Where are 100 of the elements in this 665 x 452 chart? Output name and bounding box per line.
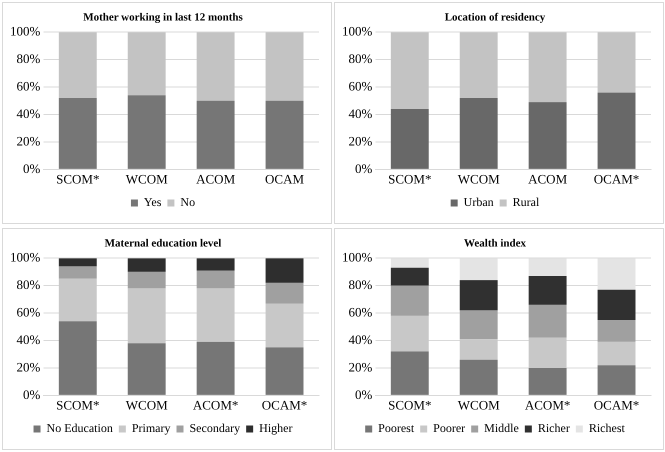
bar — [598, 32, 636, 93]
y-tick-label: 80% — [348, 51, 372, 66]
bar — [528, 368, 567, 395]
chart-title: Maternal education level — [104, 237, 222, 250]
bar — [128, 258, 166, 272]
bar — [528, 304, 567, 338]
bar — [598, 320, 636, 342]
bar — [460, 360, 498, 395]
legend-label: Rural — [512, 195, 540, 210]
y-tick-label: 80% — [348, 277, 372, 292]
bar — [196, 342, 235, 395]
y-tick-label: 100% — [342, 24, 372, 39]
y-tick-label: 100% — [10, 24, 40, 39]
y-tick-label: 20% — [16, 133, 40, 148]
y-tick-label: 20% — [16, 359, 40, 374]
y-tick-label: 40% — [16, 106, 40, 121]
legend-label: Yes — [144, 195, 162, 210]
x-tick-label: WCOM — [458, 172, 500, 187]
x-tick-label: OCAM* — [262, 398, 308, 413]
bar — [390, 286, 429, 316]
bar — [266, 100, 304, 169]
legend-label: No — [180, 195, 196, 210]
y-tick-label: 0% — [22, 386, 40, 402]
bar — [196, 258, 235, 271]
bar — [460, 98, 498, 169]
bar — [266, 32, 304, 101]
y-tick-label: 0% — [354, 386, 372, 402]
y-tick-label: 0% — [354, 160, 372, 176]
bar — [390, 32, 429, 110]
bar — [390, 351, 429, 395]
bar — [128, 95, 166, 169]
y-tick-label: 60% — [16, 78, 40, 94]
y-tick-label: 40% — [348, 106, 372, 121]
y-tick-label: 60% — [348, 78, 372, 94]
bar — [196, 270, 235, 288]
bar — [266, 258, 304, 283]
bar — [128, 272, 166, 288]
bar — [58, 98, 97, 169]
bar — [528, 338, 567, 368]
bar — [390, 316, 429, 352]
bar — [390, 109, 429, 169]
y-tick-label: 60% — [348, 304, 372, 320]
bar — [128, 343, 166, 395]
bar — [598, 92, 636, 169]
y-tick-label: 100% — [10, 250, 40, 265]
y-tick-label: 40% — [348, 332, 372, 347]
x-tick-label: SCOM* — [388, 398, 432, 413]
x-tick-label: OCAM* — [594, 172, 640, 187]
bar — [598, 290, 636, 320]
chart-title: Location of residency — [444, 11, 546, 24]
legend-label: Poorer — [433, 421, 466, 436]
x-tick-label: ACOM — [196, 172, 236, 187]
x-tick-label: WCOM — [126, 398, 168, 413]
x-tick-label: ACOM — [528, 172, 568, 187]
legend-label: Poorest — [378, 421, 415, 436]
bar — [528, 32, 567, 102]
y-tick-label: 100% — [342, 250, 372, 265]
y-tick-label: 0% — [22, 160, 40, 176]
legend-label: Urban — [464, 195, 494, 210]
y-tick-label: 60% — [16, 304, 40, 320]
x-tick-label: ACOM* — [524, 398, 570, 413]
chart-title: Mother working in last 12 months — [83, 11, 244, 24]
bar — [266, 347, 304, 395]
x-tick-label: SCOM* — [56, 398, 100, 413]
x-tick-label: WCOM — [458, 398, 500, 413]
legend-label: Middle — [484, 421, 519, 436]
bar — [598, 342, 636, 366]
y-tick-label: 80% — [16, 51, 40, 66]
legend-label: Higher — [259, 421, 292, 436]
x-tick-label: OCAM* — [594, 398, 640, 413]
bar — [390, 268, 429, 286]
bar — [58, 32, 97, 98]
bar — [196, 288, 235, 342]
bar — [266, 303, 304, 348]
legend-label: Primary — [132, 421, 171, 436]
legend-label: Richer — [538, 421, 570, 436]
bar — [58, 266, 97, 279]
bar — [58, 258, 97, 266]
y-tick-label: 80% — [16, 277, 40, 292]
legend-label: No Education — [46, 421, 113, 436]
bar — [460, 339, 498, 360]
bar — [528, 102, 567, 169]
bar — [58, 321, 97, 395]
y-tick-label: 20% — [348, 133, 372, 148]
bar — [58, 278, 97, 322]
legend-label: Richest — [588, 421, 626, 436]
bar — [196, 32, 235, 101]
bar — [128, 32, 166, 96]
bar — [196, 100, 235, 169]
x-tick-label: SCOM* — [388, 172, 432, 187]
bar — [266, 282, 304, 304]
bar — [528, 276, 567, 305]
x-tick-label: SCOM* — [56, 172, 100, 187]
bar — [598, 365, 636, 395]
x-tick-label: OCAM — [265, 172, 304, 187]
y-tick-label: 40% — [16, 332, 40, 347]
x-tick-label: ACOM* — [192, 398, 238, 413]
bar — [460, 310, 498, 340]
chart-title: Wealth index — [464, 237, 527, 250]
y-tick-label: 20% — [348, 359, 372, 374]
